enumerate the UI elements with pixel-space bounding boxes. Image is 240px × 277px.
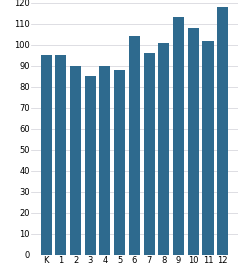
Bar: [173, 17, 184, 255]
Bar: [41, 55, 52, 255]
Bar: [70, 66, 81, 255]
Bar: [99, 66, 110, 255]
Bar: [217, 7, 228, 255]
Bar: [188, 28, 199, 255]
Bar: [55, 55, 66, 255]
Bar: [158, 43, 169, 255]
Bar: [129, 36, 140, 255]
Bar: [114, 70, 125, 255]
Bar: [144, 53, 155, 255]
Bar: [85, 76, 96, 255]
Bar: [203, 40, 214, 255]
